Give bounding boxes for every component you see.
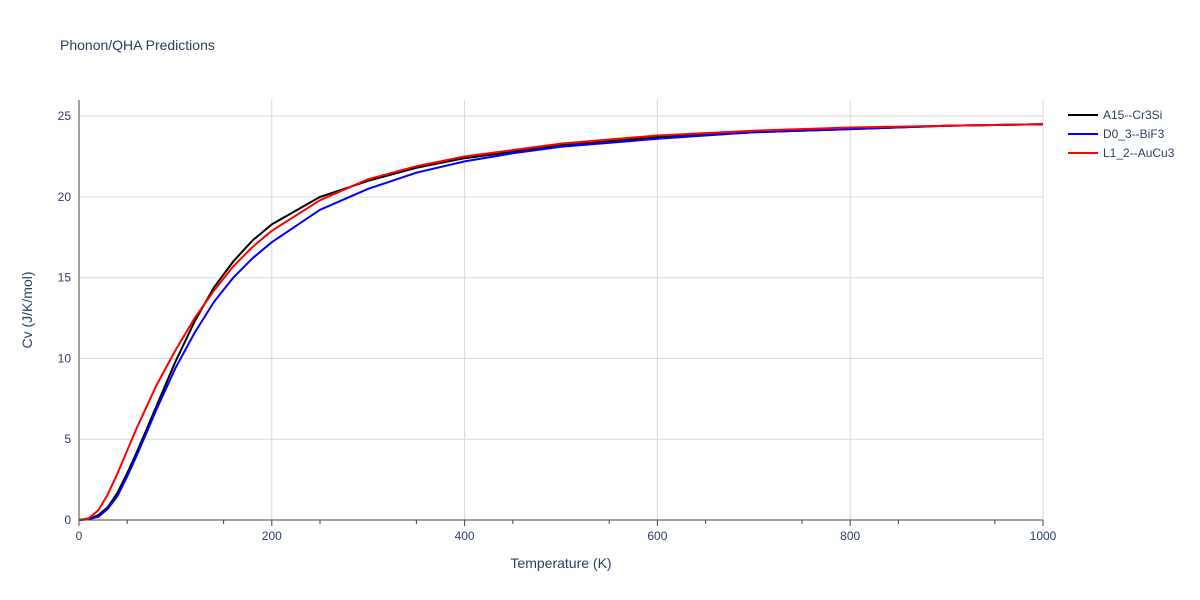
x-tick-label: 600: [647, 529, 667, 543]
tick-labels: 0 200 400 600 800 1000 0 5 10 15 20 25: [58, 109, 1057, 543]
y-tick-label: 20: [58, 190, 72, 204]
x-axis-title: Temperature (K): [510, 555, 611, 571]
x-tick-label: 200: [262, 529, 282, 543]
x-tick-label: 400: [455, 529, 475, 543]
series-line-L1_2--AuCu3: [78, 123, 1044, 521]
y-axis-title: Cv (J/K/mol): [19, 272, 35, 349]
series-line-D0_3--BiF3: [78, 123, 1044, 521]
y-tick-label: 15: [58, 271, 72, 285]
legend-label: D0_3--BiF3: [1103, 127, 1165, 141]
x-tick-label: 0: [76, 529, 83, 543]
y-tick-label: 25: [58, 109, 72, 123]
x-tick-label: 800: [840, 529, 860, 543]
series-layer: [78, 123, 1044, 521]
legend-label: L1_2--AuCu3: [1103, 146, 1175, 160]
series-line-A15--Cr3Si: [78, 123, 1044, 521]
legend-label: A15--Cr3Si: [1103, 108, 1162, 122]
y-tick-label: 10: [58, 351, 72, 365]
y-tick-label: 5: [64, 432, 71, 446]
x-tick-label: 1000: [1030, 529, 1057, 543]
gridlines: [79, 100, 1044, 520]
chart-title: Phonon/QHA Predictions: [60, 37, 215, 53]
y-tick-label: 0: [64, 513, 71, 527]
legend: A15--Cr3Si D0_3--BiF3 L1_2--AuCu3: [1068, 108, 1175, 160]
axes: [78, 100, 1044, 526]
